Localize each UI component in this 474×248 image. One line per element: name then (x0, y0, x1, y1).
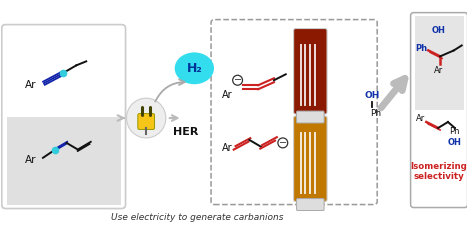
Text: Ph: Ph (370, 109, 381, 118)
FancyBboxPatch shape (297, 199, 324, 211)
Text: Ar: Ar (25, 155, 37, 165)
Circle shape (278, 138, 288, 148)
FancyBboxPatch shape (297, 111, 324, 123)
Text: Ar: Ar (222, 90, 232, 100)
FancyBboxPatch shape (410, 107, 468, 208)
Text: Ph: Ph (449, 127, 460, 136)
Text: Ar: Ar (25, 80, 37, 90)
Text: OH: OH (448, 138, 462, 147)
Text: H₂: H₂ (186, 62, 202, 75)
Text: HER: HER (173, 127, 198, 137)
Circle shape (233, 75, 243, 85)
FancyBboxPatch shape (211, 20, 377, 205)
FancyBboxPatch shape (2, 25, 126, 209)
FancyBboxPatch shape (138, 114, 155, 129)
Circle shape (127, 98, 166, 138)
Bar (415, 16, 464, 110)
Text: Ar: Ar (416, 114, 425, 123)
Bar (7, 117, 120, 205)
FancyBboxPatch shape (293, 29, 327, 114)
Text: Use electricity to generate carbanions: Use electricity to generate carbanions (111, 213, 283, 222)
Text: −: − (234, 75, 242, 85)
Text: OH: OH (365, 91, 380, 100)
Text: −: − (279, 138, 287, 148)
Text: Ar: Ar (222, 143, 232, 153)
Text: Ph: Ph (415, 44, 428, 53)
Text: OH: OH (431, 26, 445, 35)
Text: Isomerizing
selectivity: Isomerizing selectivity (411, 162, 467, 182)
Text: Ar: Ar (434, 66, 443, 75)
Ellipse shape (175, 52, 214, 84)
FancyBboxPatch shape (293, 116, 327, 202)
